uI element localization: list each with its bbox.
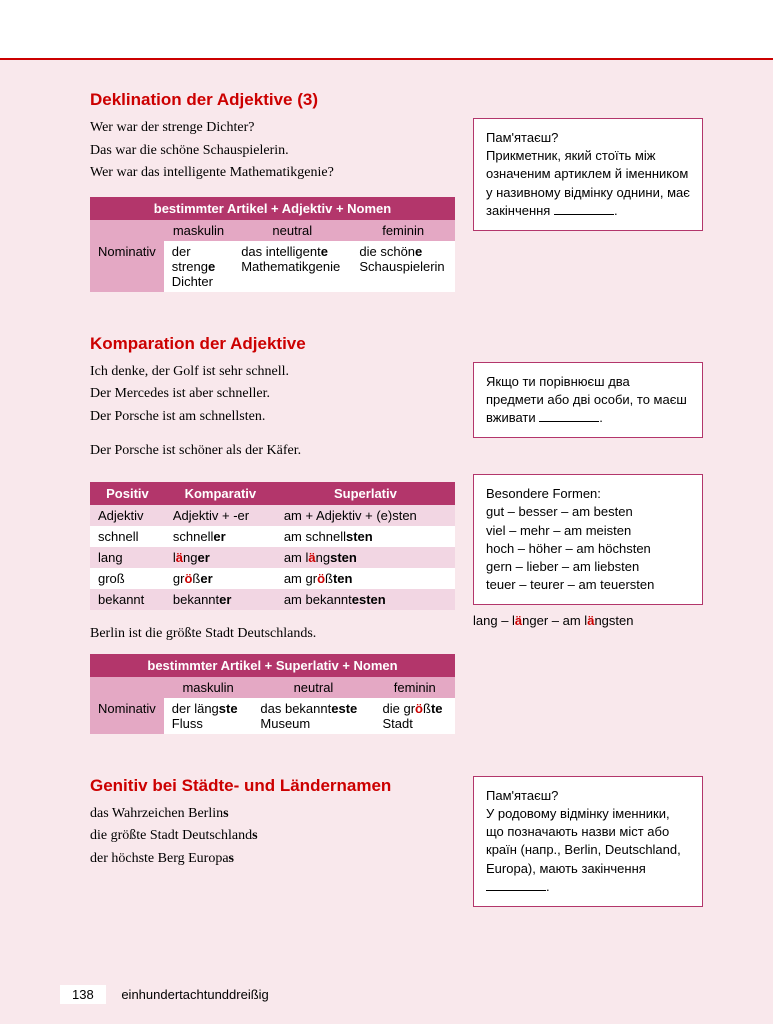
- magnify-example: lang – länger – am längsten: [473, 613, 703, 628]
- section2-line2: Der Porsche ist schöner als der Käfer.: [90, 441, 455, 461]
- table-cell: am bekanntesten: [276, 589, 455, 610]
- section2-line: Der Mercedes ist aber schneller.: [90, 384, 455, 404]
- table-header: bestimmter Artikel + Superlativ + Nomen: [90, 654, 455, 677]
- table-header: Positiv: [90, 482, 165, 505]
- section2-table: Positiv Komparativ Superlativ AdjektivAd…: [90, 482, 455, 610]
- table-cell: der längste Fluss: [164, 698, 253, 734]
- table-rowlabel: Nominativ: [90, 241, 164, 292]
- section3-line: der höchste Berg Europas: [90, 849, 455, 869]
- section2-line: Der Porsche ist am schnellsten.: [90, 407, 455, 427]
- section1-table: bestimmter Artikel + Adjektiv + Nomen ma…: [90, 197, 455, 292]
- table-header: Superlativ: [276, 482, 455, 505]
- section1-line: Wer war das intelligente Mathematikgenie…: [90, 163, 455, 183]
- table-cell: länger: [165, 547, 276, 568]
- section1-sidebox: Пам'ятаєш? Прикметник, який стоїть між о…: [473, 118, 703, 231]
- table-subhead: feminin: [375, 677, 456, 698]
- table-cell: Adjektiv + -er: [165, 505, 276, 526]
- table-rowlabel: Nominativ: [90, 698, 164, 734]
- section2-line3: Berlin ist die größte Stadt Deutschlands…: [90, 624, 455, 644]
- top-white-bar: [0, 0, 773, 60]
- section1-line: Das war die schöne Schauspielerin.: [90, 141, 455, 161]
- sidebox2-line: gern – lieber – am liebsten: [486, 559, 639, 574]
- table-cell: am schnellsten: [276, 526, 455, 547]
- page-content: Deklination der Adjektive (3) Wer war de…: [0, 60, 773, 907]
- section1-line: Wer war der strenge Dichter?: [90, 118, 455, 138]
- table-cell: groß: [90, 568, 165, 589]
- table-header: Komparativ: [165, 482, 276, 505]
- section2-text1: Ich denke, der Golf ist sehr schnell. De…: [90, 362, 455, 427]
- table-cell: am längsten: [276, 547, 455, 568]
- table-subhead: maskulin: [164, 677, 253, 698]
- table-cell: am größten: [276, 568, 455, 589]
- table-subhead: [90, 677, 164, 698]
- table-subhead: maskulin: [164, 220, 233, 241]
- table-subhead: neutral: [252, 677, 374, 698]
- table-cell: das bekannteste Museum: [252, 698, 374, 734]
- table-subhead: [90, 220, 164, 241]
- section3-line: das Wahrzeichen Berlins: [90, 804, 455, 824]
- section2-sidebox1: Якщо ти порівнюєш два предмети або дві о…: [473, 362, 703, 439]
- section3-text: das Wahrzeichen Berlins die größte Stadt…: [90, 804, 455, 869]
- page-number-word: einhundertachtunddreißig: [121, 987, 268, 1002]
- table-cell: schneller: [165, 526, 276, 547]
- table-header: bestimmter Artikel + Adjektiv + Nomen: [90, 197, 455, 220]
- table-cell: bekannt: [90, 589, 165, 610]
- table-cell: die schöne Schauspielerin: [351, 241, 455, 292]
- table-subhead: neutral: [233, 220, 351, 241]
- section3-sidebox: Пам'ятаєш? У родовому відмінку іменники,…: [473, 776, 703, 907]
- table-cell: die größte Stadt: [375, 698, 456, 734]
- table-cell: größer: [165, 568, 276, 589]
- section2-sidebox2: Besondere Formen: gut – besser – am best…: [473, 474, 703, 605]
- section3-line: die größte Stadt Deutschlands: [90, 826, 455, 846]
- table-cell: am + Adjektiv + (e)sten: [276, 505, 455, 526]
- section2-table2: bestimmter Artikel + Superlativ + Nomen …: [90, 654, 455, 734]
- sidebox2-line: teuer – teurer – am teuersten: [486, 577, 654, 592]
- sidebox2-line: viel – mehr – am meisten: [486, 523, 631, 538]
- table-cell: der strenge Dichter: [164, 241, 233, 292]
- section2-title: Komparation der Adjektive: [90, 334, 703, 354]
- table-cell: schnell: [90, 526, 165, 547]
- sidebox2-line: gut – besser – am besten: [486, 504, 633, 519]
- sidebox2-line: hoch – höher – am höchsten: [486, 541, 651, 556]
- table-cell: lang: [90, 547, 165, 568]
- table-cell: Adjektiv: [90, 505, 165, 526]
- page-number: 138: [60, 985, 106, 1004]
- page-footer: 138 einhundertachtunddreißig: [60, 985, 269, 1004]
- section2-line: Ich denke, der Golf ist sehr schnell.: [90, 362, 455, 382]
- section3-title: Genitiv bei Städte- und Ländernamen: [90, 776, 455, 796]
- table-cell: bekannter: [165, 589, 276, 610]
- section1-title: Deklination der Adjektive (3): [90, 90, 703, 110]
- table-cell: das intelligente Mathematikgenie: [233, 241, 351, 292]
- section1-text: Wer war der strenge Dichter? Das war die…: [90, 118, 455, 183]
- sidebox2-title: Besondere Formen:: [486, 486, 601, 501]
- table-subhead: feminin: [351, 220, 455, 241]
